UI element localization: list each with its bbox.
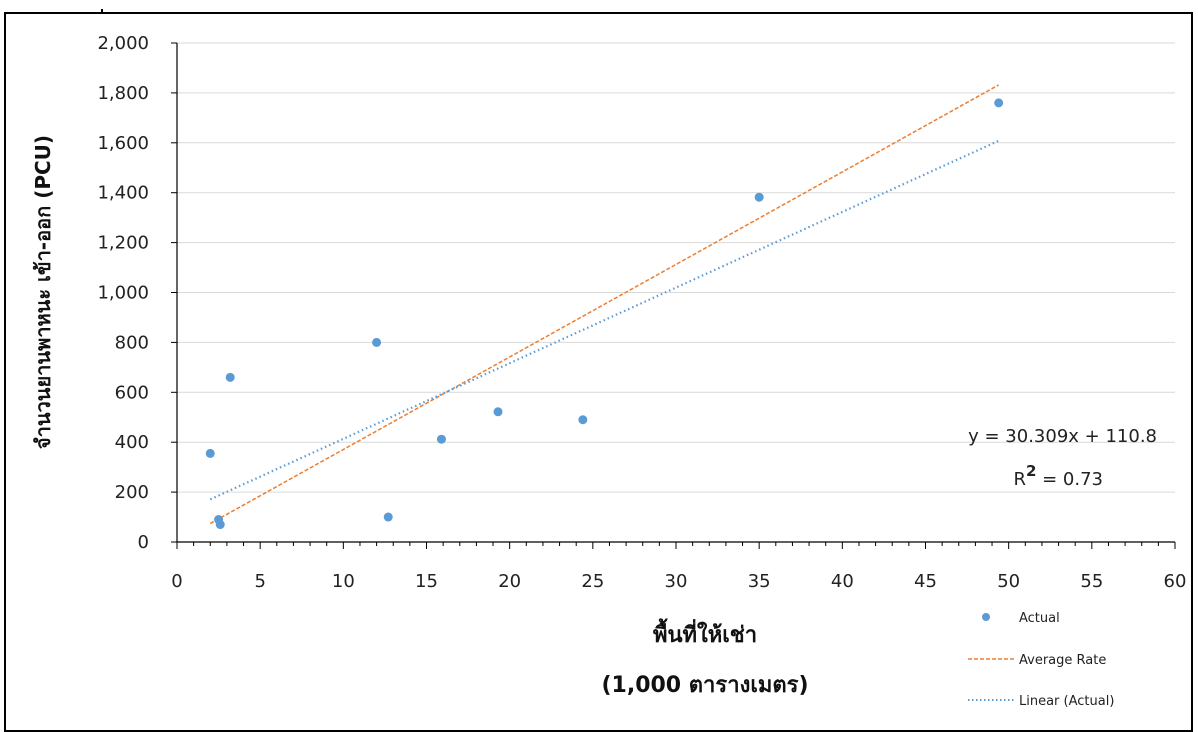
y-tick-labels: 0 200 400 600 800 1,000 1,200 1,400 1,600 1,800 2,… [97,33,149,553]
x-tick-label: 20 [498,571,521,592]
data-point [383,512,393,522]
data-points [205,98,1004,530]
x-tick-label: 40 [831,571,854,592]
data-point [493,407,503,417]
x-tick-label: 25 [581,571,604,592]
data-point [436,434,446,444]
trend-lines [209,84,1000,525]
y-tick-label: 1,800 [97,83,149,104]
x-tick-label: 15 [415,571,438,592]
data-point [994,98,1004,108]
legend-marker-actual [982,613,990,621]
legend-label-linear: Linear (Actual) [1019,694,1114,709]
trendline-average-rate [209,84,1000,525]
x-tick-label: 45 [914,571,937,592]
y-axis-title: จำนวนยานพาหนะ เข้า-ออก (PCU) [31,135,55,449]
x-tick-label: 50 [997,571,1020,592]
x-tick-label: 35 [748,571,771,592]
x-tick-label: 10 [332,571,355,592]
x-axis-title-line2: (1,000 ตารางเมตร) [601,673,808,698]
data-point [578,415,588,425]
x-tick-label: 0 [171,571,182,592]
y-tick-label: 1,400 [97,183,149,204]
data-point [372,337,382,347]
legend-label-average-rate: Average Rate [1019,653,1106,668]
x-tick-labels: 0 5 10 15 20 25 30 35 40 45 50 55 60 [171,571,1186,592]
gridlines [177,42,1175,493]
y-tick-label: 1,200 [97,233,149,254]
trendline-linear-actual [209,139,1000,501]
y-tick-label: 400 [115,432,149,453]
data-point [215,520,225,530]
legend-label-actual: Actual [1019,611,1060,626]
trendline-equation: y = 30.309x + 110.8 [968,426,1157,447]
r-squared-label: R2 = 0.73 [1013,462,1103,490]
data-point [225,372,235,382]
y-tick-label: 0 [138,532,149,553]
x-tick-label: 5 [254,571,265,592]
chart-frame [4,12,1193,732]
x-axis-title-line1: พื้นที่ให้เช่า [653,618,757,648]
y-tick-label: 600 [115,382,149,403]
y-tick-label: 200 [115,482,149,503]
y-tick-label: 1,000 [97,283,149,304]
scatter-chart: 02004006008001,0001,2001,4001,6001,8002,… [31,33,1186,709]
y-tick-label: 2,000 [97,33,149,54]
y-tick-label: 1,600 [97,133,149,154]
data-point [754,192,764,202]
y-tick-label: 800 [115,332,149,353]
x-tick-label: 55 [1080,571,1103,592]
x-tick-label: 60 [1164,571,1187,592]
legend: Actual Average Rate Linear (Actual) [968,611,1114,709]
data-point [205,448,215,458]
x-tick-label: 30 [665,571,688,592]
axes [171,42,1176,549]
